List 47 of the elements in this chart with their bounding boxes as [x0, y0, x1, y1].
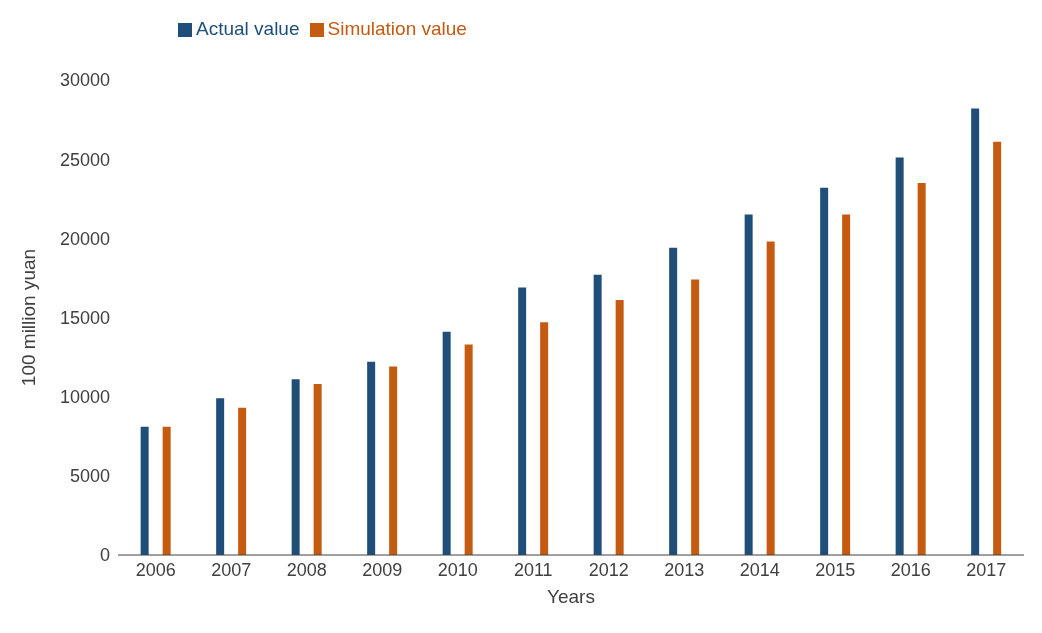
y-tick-label: 15000 [59, 307, 110, 328]
bar [895, 157, 904, 555]
x-tick-label: 2009 [362, 559, 403, 580]
bar [766, 241, 775, 555]
bar [464, 344, 473, 555]
bar [820, 187, 829, 555]
bar [842, 214, 851, 555]
x-tick-label: 2012 [588, 559, 629, 580]
y-tick-label: 30000 [59, 70, 110, 91]
bar [518, 287, 527, 555]
legend-label: Actual value [196, 18, 300, 39]
x-tick-label: 2014 [739, 559, 780, 580]
legend-label: Simulation value [327, 18, 467, 39]
bar [669, 247, 678, 555]
bar [993, 141, 1002, 555]
bar [389, 366, 398, 555]
bar [593, 274, 602, 555]
bar [540, 322, 549, 555]
bar [744, 214, 753, 555]
y-tick-label: 20000 [59, 228, 110, 249]
bar [971, 108, 980, 555]
x-tick-label: 2008 [286, 559, 327, 580]
y-tick-label: 25000 [59, 149, 110, 170]
x-axis-title: Years [547, 586, 595, 607]
x-tick-label: 2006 [135, 559, 176, 580]
y-tick-label: 0 [99, 545, 110, 566]
bar [313, 384, 322, 555]
bar [140, 426, 149, 555]
x-tick-label: 2015 [815, 559, 856, 580]
y-tick-label: 5000 [69, 466, 110, 487]
y-axis-title: 100 million yuan [17, 248, 39, 387]
x-tick-label: 2013 [664, 559, 705, 580]
bar [442, 331, 451, 555]
bar [691, 279, 700, 555]
bar [367, 361, 376, 555]
bar [917, 182, 926, 555]
x-tick-label: 2017 [966, 559, 1007, 580]
x-tick-label: 2007 [211, 559, 252, 580]
bar [238, 407, 247, 555]
bar [216, 398, 225, 555]
bar [615, 300, 624, 555]
bar [162, 426, 171, 555]
y-tick-label: 10000 [59, 387, 110, 408]
bar [291, 379, 300, 555]
x-tick-label: 2010 [437, 559, 478, 580]
x-tick-label: 2016 [890, 559, 931, 580]
x-tick-label: 2011 [513, 559, 553, 580]
